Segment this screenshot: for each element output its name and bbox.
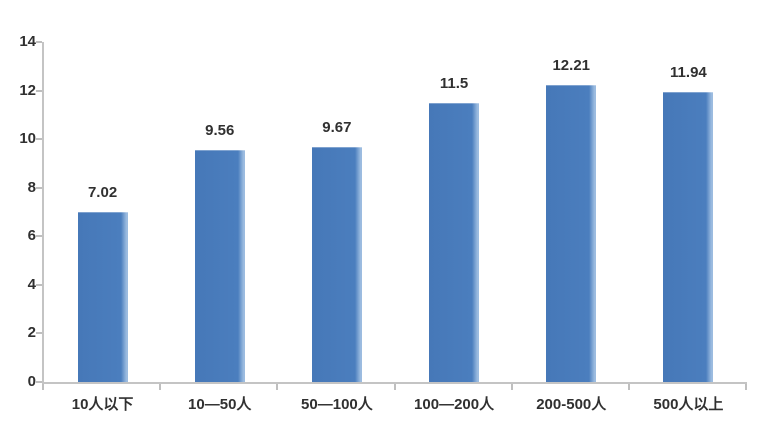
y-axis-tick-label: 6 (27, 227, 36, 245)
x-axis-tick (745, 384, 747, 390)
y-axis-tick (36, 332, 42, 335)
x-axis-category-label: 10—50人 (188, 396, 252, 413)
bar-value-label: 7.02 (87, 183, 118, 201)
x-axis-category-label: 50—100人 (301, 396, 373, 413)
bar-value-label: 9.56 (205, 121, 235, 139)
x-axis-tick (42, 384, 44, 390)
bar (194, 149, 245, 382)
bar-value-label: 11.94 (670, 64, 707, 82)
y-axis-tick (36, 381, 42, 383)
x-axis-tick (276, 384, 279, 390)
y-axis-tick (36, 186, 42, 189)
x-axis-tick (510, 384, 513, 390)
y-axis-tick-label: 8 (27, 178, 36, 196)
y-axis-line (42, 42, 44, 384)
x-axis-category-label: 500人以上 (653, 396, 724, 413)
x-axis-line (42, 382, 747, 384)
x-axis-category-label: 100—200人 (414, 396, 495, 413)
y-axis-tick (36, 235, 42, 238)
y-axis-tick-label: 10 (19, 130, 36, 148)
bar (77, 211, 128, 382)
x-axis-tick (627, 384, 630, 390)
bar-value-label: 11.5 (439, 74, 469, 92)
x-axis-tick (393, 384, 396, 390)
bar (311, 147, 362, 382)
bar (546, 85, 597, 382)
bar-value-label: 12.21 (552, 57, 591, 75)
x-axis-category-label: 10人以下 (71, 396, 134, 413)
y-axis-tick-label: 14 (19, 33, 36, 50)
y-axis-tick-label: 4 (27, 275, 36, 293)
y-axis-tick-label: 2 (27, 324, 36, 342)
y-axis-tick-label: 12 (19, 81, 36, 99)
bar (663, 92, 714, 382)
y-axis-tick (36, 138, 42, 141)
bar-value-label: 9.67 (322, 119, 352, 137)
y-axis-tick (36, 283, 42, 286)
x-axis-tick (159, 384, 162, 390)
bar (429, 102, 480, 382)
y-axis-tick (36, 41, 42, 43)
x-axis-category-label: 200-500人 (536, 396, 607, 413)
y-axis-tick (36, 89, 42, 92)
y-axis-tick-label: 0 (27, 373, 36, 390)
